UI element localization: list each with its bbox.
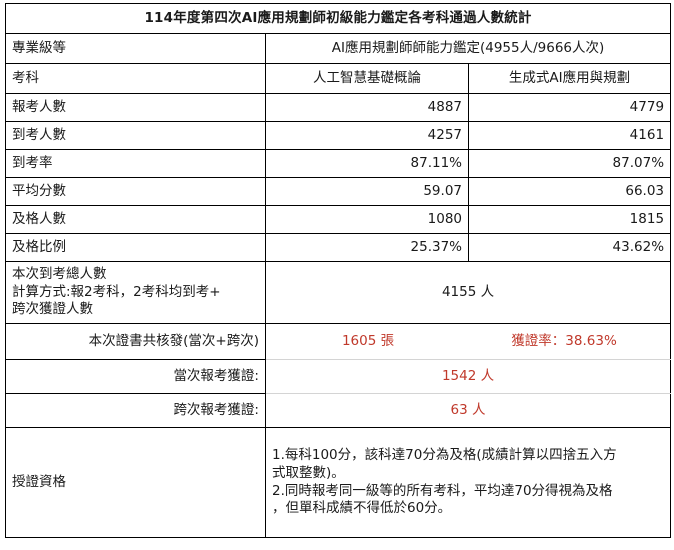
row-label: 報考人數 <box>5 93 266 122</box>
total-attendance-row: 本次到考總人數 計算方式:報2考科，2考科均到考+ 跨次獲證人數 4155 人 <box>5 261 672 324</box>
table-row: 到考率 87.11% 87.07% <box>5 149 672 178</box>
certificates-label: 本次證書共核發(當次+跨次) <box>5 323 266 360</box>
level-row: 專業級等 AI應用規劃師師能力鑑定(4955人/9666人次) <box>5 33 672 64</box>
current-session-label: 當次報考獲證: <box>5 359 266 394</box>
row-value-b: 87.07% <box>467 149 672 178</box>
row-value-a: 25.37% <box>265 233 469 262</box>
row-value-b: 43.62% <box>467 233 672 262</box>
cross-session-row: 跨次報考獲證: 63 人 <box>5 393 672 428</box>
total-attendance-label-line3: 跨次獲證人數 <box>12 301 93 318</box>
current-session-row: 當次報考獲證: 1542 人 <box>5 359 672 394</box>
table-row: 到考人數 4257 4161 <box>5 121 672 150</box>
table-row: 及格人數 1080 1815 <box>5 205 672 234</box>
cross-session-value: 63 人 <box>264 393 672 428</box>
row-value-b: 66.03 <box>467 177 672 206</box>
statistics-table: 114年度第四次AI應用規劃師初級能力鑑定各考科通過人數統計 專業級等 AI應用… <box>4 3 672 538</box>
row-label: 到考人數 <box>5 121 266 150</box>
table-row: 平均分數 59.07 66.03 <box>5 177 672 206</box>
row-value-a: 87.11% <box>265 149 469 178</box>
subject-header-row: 考科 人工智慧基礎概論 生成式AI應用與規劃 <box>5 63 672 94</box>
table-row: 及格比例 25.37% 43.62% <box>5 233 672 262</box>
row-value-a: 4257 <box>265 121 469 150</box>
subject-a-header: 人工智慧基礎概論 <box>265 63 469 94</box>
row-value-a: 59.07 <box>265 177 469 206</box>
total-attendance-label-line1: 本次到考總人數 <box>12 266 107 283</box>
qualification-line-2: 式取整數)。 <box>272 464 345 481</box>
total-attendance-label-line2: 計算方式:報2考科，2考科均到考+ <box>12 283 221 300</box>
qualification-line-4: ，但單科成績不得低於60分。 <box>272 500 452 517</box>
qualification-label: 授證資格 <box>5 427 266 538</box>
certificates-value: 1605 張 <box>341 332 395 349</box>
row-label: 及格比例 <box>5 233 266 262</box>
table-row: 報考人數 4887 4779 <box>5 93 672 122</box>
qualification-line-3: 2.同時報考同一級等的所有考科，平均達70分得視為及格 <box>272 482 613 499</box>
page-title: 114年度第四次AI應用規劃師初級能力鑑定各考科通過人數統計 <box>4 3 672 34</box>
row-value-b: 1815 <box>467 205 672 234</box>
level-value: AI應用規劃師師能力鑑定(4955人/9666人次) <box>264 33 672 64</box>
current-session-value: 1542 人 <box>264 359 672 394</box>
cross-session-label: 跨次報考獲證: <box>5 393 266 428</box>
qualification-line-1: 1.每科100分，該科達70分為及格(成績計算以四捨五入方 <box>272 446 617 463</box>
qualification-row: 授證資格 1.每科100分，該科達70分為及格(成績計算以四捨五入方 式取整數)… <box>5 427 672 538</box>
row-value-b: 4779 <box>467 93 672 122</box>
row-label: 到考率 <box>5 149 266 178</box>
level-label: 專業級等 <box>5 33 266 64</box>
title-row: 114年度第四次AI應用規劃師初級能力鑑定各考科通過人數統計 <box>4 3 672 34</box>
row-value-a: 1080 <box>265 205 469 234</box>
total-attendance-label: 本次到考總人數 計算方式:報2考科，2考科均到考+ 跨次獲證人數 <box>5 261 266 324</box>
certificates-value-cell: 1605 張 獲證率：38.63% <box>264 323 672 360</box>
certificates-row: 本次證書共核發(當次+跨次) 1605 張 獲證率：38.63% <box>5 323 672 360</box>
subject-label: 考科 <box>5 63 266 94</box>
total-attendance-value: 4155 人 <box>264 261 672 324</box>
subject-b-header: 生成式AI應用與規劃 <box>467 63 672 94</box>
row-value-a: 4887 <box>265 93 469 122</box>
row-label: 平均分數 <box>5 177 266 206</box>
qualification-rules: 1.每科100分，該科達70分為及格(成績計算以四捨五入方 式取整數)。 2.同… <box>264 427 672 538</box>
row-value-b: 4161 <box>467 121 672 150</box>
certificates-rate: 獲證率：38.63% <box>511 332 617 349</box>
row-label: 及格人數 <box>5 205 266 234</box>
